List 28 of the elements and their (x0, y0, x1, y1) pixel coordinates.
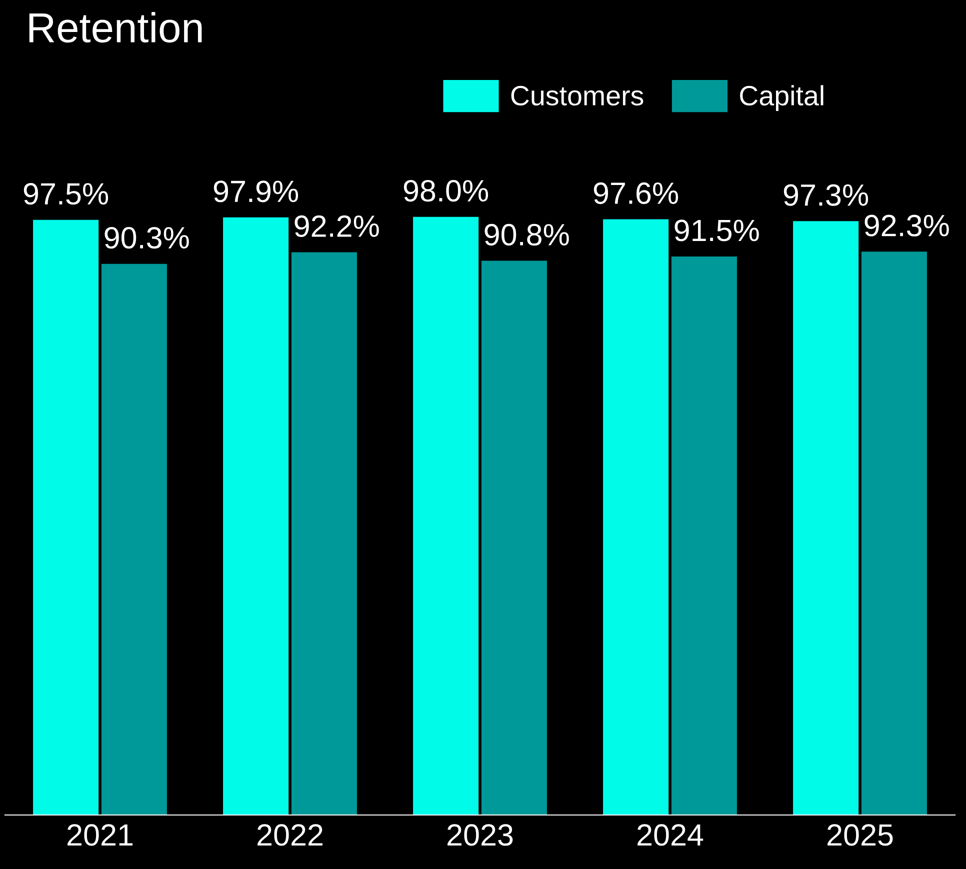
bar (291, 252, 357, 815)
x-tick-label: 2025 (828, 824, 893, 846)
data-label: 90.3% (104, 226, 189, 249)
data-label: 98.0% (404, 180, 488, 202)
data-label: 97.6% (594, 182, 678, 204)
bar (481, 260, 547, 815)
bar (671, 256, 737, 815)
data-label: 97.9% (214, 180, 298, 202)
x-tick-label: 2024 (638, 824, 704, 846)
x-tick-label: 2021 (68, 824, 132, 846)
legend-label: Customers (511, 86, 644, 106)
bar (223, 217, 289, 815)
bar (101, 264, 167, 815)
bar (33, 220, 99, 815)
data-label: 97.5% (24, 183, 108, 205)
data-label: 90.8% (484, 224, 569, 246)
data-label: 92.3% (864, 214, 949, 236)
legend-label: Capital (740, 85, 824, 112)
bar (793, 221, 859, 815)
data-label: 92.2% (294, 215, 379, 238)
bar (603, 219, 669, 815)
bar (413, 216, 479, 815)
chart-title: Retention (29, 12, 202, 43)
data-label: 91.5% (674, 220, 759, 242)
x-tick-label: 2022 (258, 824, 322, 846)
data-label: 97.3% (784, 184, 868, 206)
x-tick-label: 2023 (448, 824, 513, 846)
bar (861, 252, 927, 815)
